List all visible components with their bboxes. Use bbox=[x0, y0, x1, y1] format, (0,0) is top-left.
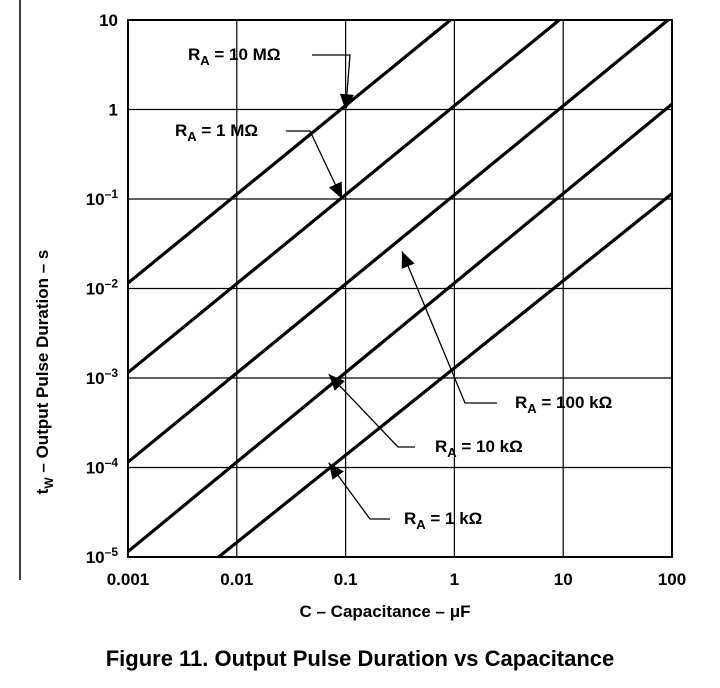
annotation-arrowhead bbox=[328, 462, 344, 480]
y-axis-label: tW – Output Pulse Duration – s bbox=[33, 250, 56, 495]
x-tick-label: 0.1 bbox=[334, 570, 358, 589]
annotation-arrowhead bbox=[339, 93, 354, 111]
series-annotation-label: RA = 1 kΩ bbox=[404, 509, 482, 532]
y-tick-label: 10–2 bbox=[86, 277, 119, 299]
series-line bbox=[126, 18, 452, 285]
annotation-leader bbox=[328, 462, 390, 520]
series-annotation-label: RA = 1 MΩ bbox=[175, 121, 258, 144]
series-line bbox=[126, 102, 674, 553]
x-axis-label: C – Capacitance – μF bbox=[299, 602, 470, 621]
series-line bbox=[217, 192, 674, 559]
series-group bbox=[126, 18, 674, 559]
y-tick-labels: 10–5 10–4 10–3 10–2 10–1 1 10 bbox=[86, 11, 119, 567]
x-tick-labels: 0.001 0.01 0.1 1 10 100 bbox=[107, 570, 686, 589]
x-tick-label: 100 bbox=[658, 570, 686, 589]
x-tick-label: 1 bbox=[450, 570, 459, 589]
y-tick-label: 10–4 bbox=[86, 456, 119, 478]
series-line bbox=[126, 18, 670, 464]
x-tick-label: 0.01 bbox=[220, 570, 253, 589]
series-annotation-label: RA = 100 kΩ bbox=[515, 393, 612, 416]
annotation-group: RA = 10 MΩ RA = 1 MΩ RA = 100 kΩ RA = 10 kΩ… bbox=[175, 45, 612, 532]
annotation-leader bbox=[312, 54, 351, 111]
y-tick-label: 10–3 bbox=[86, 366, 119, 388]
annotation-leader bbox=[401, 251, 497, 404]
figure-caption: Figure 11. Output Pulse Duration vs Capa… bbox=[105, 646, 615, 671]
y-tick-label: 10–5 bbox=[86, 545, 119, 567]
annotation-arrowhead bbox=[328, 181, 343, 199]
x-tick-label: 0.001 bbox=[107, 570, 150, 589]
y-tick-label: 1 bbox=[109, 101, 118, 120]
y-tick-label: 10–1 bbox=[86, 187, 119, 209]
annotation-arrowhead bbox=[401, 251, 415, 269]
x-tick-label: 10 bbox=[554, 570, 573, 589]
series-line bbox=[126, 18, 561, 374]
pulse-duration-chart: RA = 10 MΩ RA = 1 MΩ RA = 100 kΩ RA = 10 kΩ… bbox=[19, 0, 686, 621]
annotation-leader bbox=[286, 130, 343, 200]
series-annotation-label: RA = 10 MΩ bbox=[188, 45, 280, 68]
grid bbox=[127, 19, 673, 558]
annotation-leader bbox=[328, 373, 415, 448]
plot-frame bbox=[127, 19, 673, 558]
y-tick-label: 10 bbox=[99, 11, 118, 30]
series-annotation-label: RA = 10 kΩ bbox=[435, 437, 523, 460]
annotation-arrowhead bbox=[328, 374, 345, 391]
